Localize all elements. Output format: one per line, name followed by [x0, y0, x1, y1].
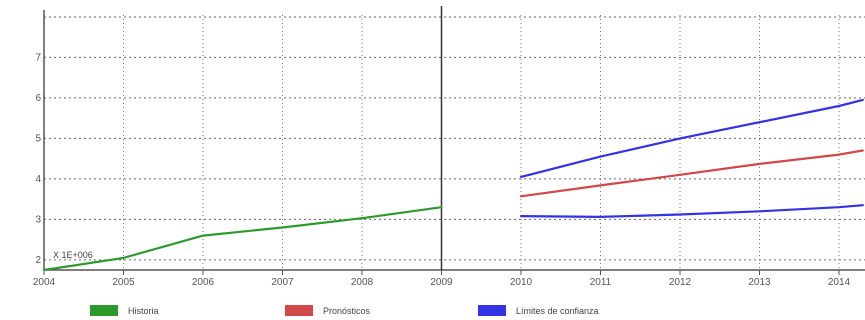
x-tick-label: 2006 — [192, 277, 215, 288]
series-line-2 — [519, 98, 864, 178]
x-tick-label: 2014 — [828, 277, 851, 288]
series-line-0 — [42, 206, 443, 272]
x-tick-label: 2011 — [590, 277, 612, 288]
y-tick-label: 6 — [35, 93, 41, 104]
legend-item-pronosticos: Pronósticos — [285, 305, 370, 316]
y-tick-label: 4 — [35, 174, 41, 185]
legend-swatch — [90, 305, 118, 316]
y-tick-label: 5 — [35, 133, 41, 144]
legend: Historia Pronósticos Límites de confianz… — [0, 303, 865, 320]
legend-label: Límites de confianza — [516, 305, 599, 316]
y-tick-label: 3 — [35, 214, 41, 225]
legend-swatch — [285, 305, 313, 316]
y-tick-label: 7 — [35, 52, 41, 63]
x-tick-label: 2013 — [748, 277, 771, 288]
gridlines — [43, 15, 865, 270]
legend-label: Historia — [128, 305, 159, 316]
series-lines — [42, 98, 864, 272]
x-tick-label: 2008 — [351, 277, 374, 288]
series-line-1 — [519, 149, 864, 198]
forecast-chart: 2 3 4 5 6 7 2004 2005 2006 2007 2008 2009 2010 2011 20… — [33, 6, 865, 288]
legend-swatch — [478, 305, 506, 316]
x-tick-label: 2007 — [271, 277, 294, 288]
x-tick-label: 2012 — [669, 277, 692, 288]
x-tick-label: 2010 — [510, 277, 533, 288]
x-tick-label: 2009 — [430, 277, 453, 288]
y-tick-label: 2 — [35, 255, 41, 266]
legend-item-limites: Límites de confianza — [478, 305, 599, 316]
legend-item-historia: Historia — [90, 305, 159, 316]
y-scale-note: X 1E+006 — [53, 250, 93, 260]
x-tick-label: 2004 — [33, 277, 56, 288]
legend-label: Pronósticos — [323, 305, 371, 316]
series-line-3 — [519, 204, 864, 218]
x-tick-label: 2005 — [112, 277, 135, 288]
axis-ticks: 2 3 4 5 6 7 2004 2005 2006 2007 2008 2009 2010 2011 20… — [33, 52, 851, 288]
